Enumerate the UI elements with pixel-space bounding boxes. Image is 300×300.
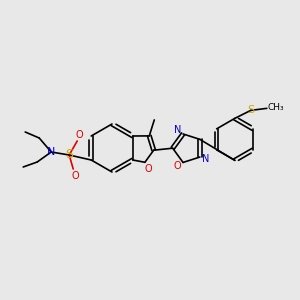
Text: O: O bbox=[75, 130, 83, 140]
Text: N: N bbox=[47, 147, 56, 157]
Text: O: O bbox=[173, 161, 181, 171]
Text: O: O bbox=[71, 171, 79, 181]
Text: N: N bbox=[202, 154, 209, 164]
Text: S: S bbox=[247, 105, 254, 115]
Text: CH₃: CH₃ bbox=[268, 103, 284, 112]
Text: N: N bbox=[174, 125, 182, 135]
Text: O: O bbox=[144, 164, 152, 174]
Text: S: S bbox=[65, 148, 73, 161]
